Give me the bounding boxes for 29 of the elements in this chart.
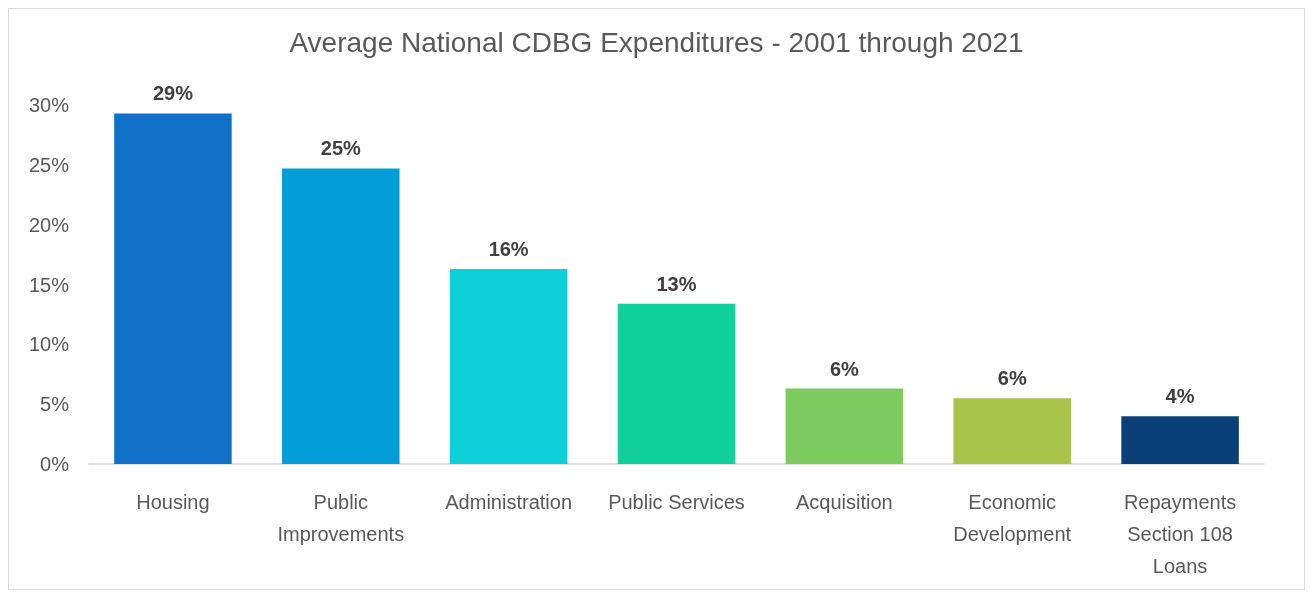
x-tick-label: Acquisition <box>796 491 893 513</box>
x-tick-label: Public Improvements <box>277 491 405 545</box>
bar <box>1121 416 1239 464</box>
x-tick-label: Economic Development <box>953 491 1072 545</box>
bar <box>282 168 400 464</box>
y-tick-label: 10% <box>28 333 70 356</box>
x-tick-label: Housing <box>136 491 210 513</box>
data-label: 25% <box>320 137 362 160</box>
data-label: 29% <box>152 82 194 105</box>
bar <box>114 113 232 464</box>
bar <box>449 268 568 464</box>
y-tick-label: 15% <box>28 273 70 296</box>
x-tick-label: Administration <box>445 491 572 513</box>
data-label: 16% <box>488 237 529 260</box>
y-tick-label: 0% <box>40 453 70 475</box>
data-label: 6% <box>997 367 1027 390</box>
y-tick-label: 20% <box>28 213 70 236</box>
chart-title: Average National CDBG Expenditures - 2001 through 2021 <box>289 26 1024 58</box>
bar <box>785 388 904 464</box>
x-tick-label: Public Services <box>608 491 745 513</box>
bar <box>953 398 1071 464</box>
y-tick-label: 5% <box>40 393 70 416</box>
y-tick-label: 30% <box>28 94 70 116</box>
y-tick-label: 25% <box>28 153 70 176</box>
bar <box>617 303 736 464</box>
data-label: 6% <box>829 357 860 380</box>
data-label: 13% <box>656 272 697 295</box>
data-label: 4% <box>1165 385 1195 408</box>
x-tick-label: Repayments Section 108 Loans <box>1123 491 1237 577</box>
